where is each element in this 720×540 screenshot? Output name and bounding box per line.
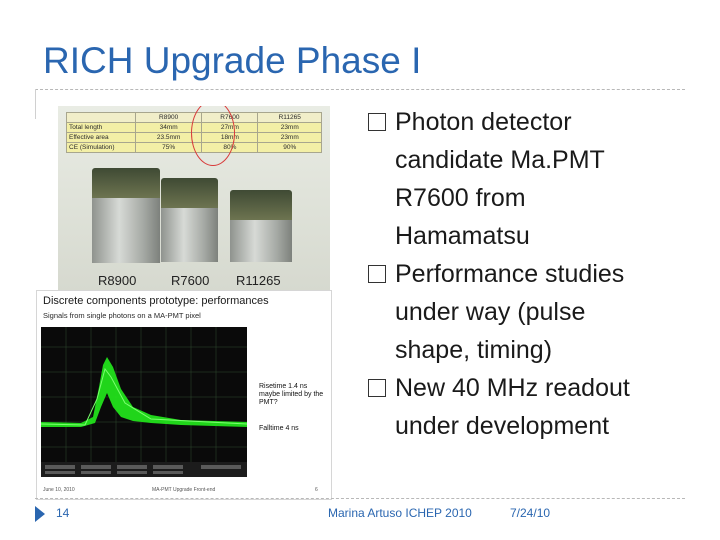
scope-subheading: Signals from single photons on a MA-PMT …: [43, 311, 201, 320]
table-cell: CE (Simulation): [66, 142, 136, 153]
bullet-line: Hamamatsu: [395, 222, 530, 250]
bullet-box-icon: [368, 113, 386, 131]
bullet-line: Performance studies: [395, 260, 625, 288]
falltime-note: Falltime 4 ns: [259, 425, 299, 432]
pmt-label: R8900: [98, 273, 137, 288]
table-header-cell: [66, 112, 136, 123]
slide-title: RICH Upgrade Phase I: [43, 40, 422, 81]
scope-heading: Discrete components prototype: performan…: [43, 295, 269, 307]
bullet-line: candidate Ma.PMT: [395, 146, 605, 174]
bullet-line: under way (pulse: [395, 298, 586, 326]
pmt-r7600: [161, 178, 218, 262]
footer-divider: [35, 498, 685, 499]
table-cell: 90%: [257, 142, 322, 153]
bullet-item: Photon detector candidate Ma.PMT R7600 f…: [368, 103, 698, 255]
footer-date: 7/24/10: [510, 506, 551, 520]
oscilloscope-trace: [40, 327, 248, 477]
bullet-line: under development: [395, 412, 610, 440]
footer-arrow-icon: [35, 506, 45, 522]
bullet-list: Photon detector candidate Ma.PMT R7600 f…: [368, 103, 698, 445]
scope-footer-page: 6: [315, 487, 318, 493]
pmt-photo: R8900 R7600 R11265 Total length 34mm 27m…: [58, 106, 330, 291]
slide-number: 14: [56, 506, 70, 520]
bullet-box-icon: [368, 379, 386, 397]
bullet-line: Photon detector: [395, 108, 572, 136]
scope-panel: Discrete components prototype: performan…: [36, 290, 332, 500]
bullet-line: shape, timing): [395, 336, 553, 364]
footer-author: Marina Artuso ICHEP 2010: [328, 506, 472, 520]
table-cell: 23mm: [257, 122, 322, 133]
scope-footer-title: MA-PMT Upgrade Front-end: [152, 487, 216, 493]
table-cell: 23mm: [257, 132, 322, 143]
bullet-line: New 40 MHz readout: [395, 374, 630, 402]
oscilloscope-screen: [40, 327, 248, 477]
scope-footer-date: June 10, 2010: [43, 487, 75, 493]
title-divider: [35, 89, 685, 90]
pmt-r11265: [230, 190, 292, 262]
pmt-label: R11265: [236, 273, 281, 288]
pmt-r8900: [92, 168, 160, 263]
bullet-line: R7600 from: [395, 184, 526, 212]
table-cell: Total length: [66, 122, 136, 133]
highlight-circle: [191, 106, 235, 166]
risetime-note: Risetime 1.4 ns maybe limited by the PMT…: [259, 383, 324, 406]
pmt-label: R7600: [171, 273, 210, 288]
left-rule: [35, 89, 36, 119]
bullet-item: New 40 MHz readout under development: [368, 369, 698, 445]
table-header-cell: R11265: [257, 112, 322, 123]
bullet-item: Performance studies under way (pulse sha…: [368, 255, 698, 369]
table-cell: Effective area: [66, 132, 136, 143]
bullet-box-icon: [368, 265, 386, 283]
